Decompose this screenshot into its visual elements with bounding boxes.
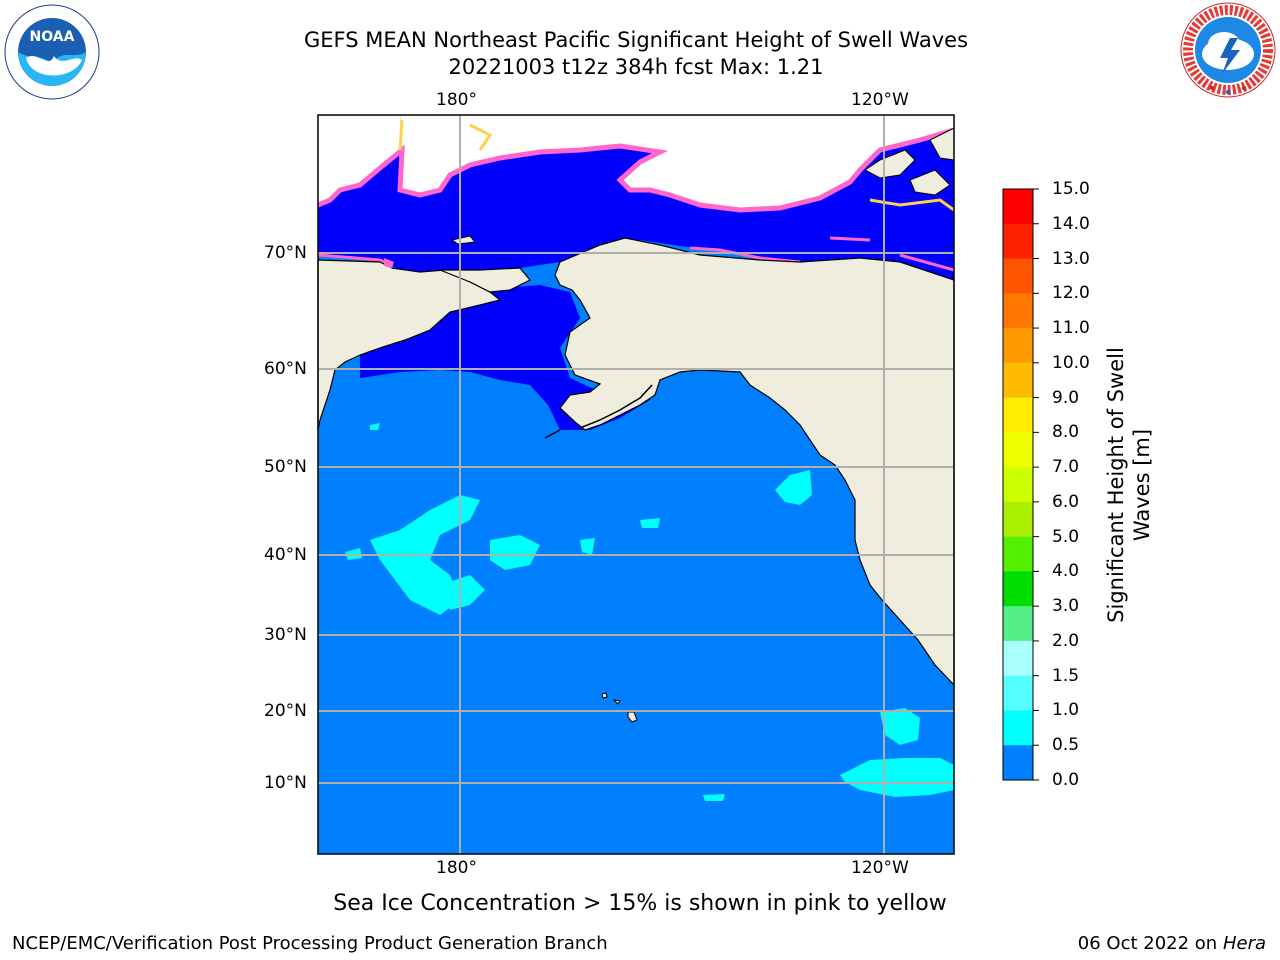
swell-patch-small-2 <box>580 538 595 555</box>
lat-label-70n: 70°N <box>264 243 307 263</box>
swell-patch-ne <box>775 470 812 505</box>
sea-ice-white-area <box>318 115 402 205</box>
colorbar-tick-label: 14.0 <box>1052 213 1090 234</box>
colorbar-segment <box>1003 397 1033 433</box>
swell-patch-gulf <box>370 423 380 430</box>
colorbar-tick-label: 1.0 <box>1052 700 1080 721</box>
colorbar-segment <box>1003 467 1033 503</box>
colorbar-tick-label: 9.0 <box>1052 387 1080 408</box>
swell-patch-se-1 <box>880 708 920 745</box>
map-gridlines <box>318 115 954 854</box>
colorbar-segment <box>1003 501 1033 538</box>
colorbar-segment <box>1003 223 1033 260</box>
map-frame <box>317 114 955 855</box>
colorbar-segment <box>1003 189 1033 225</box>
swell-patch-south <box>703 794 725 801</box>
colorbar-tick-label: 15.0 <box>1052 179 1090 199</box>
lat-label-50n: 50°N <box>264 457 307 477</box>
land-chukotka <box>439 267 531 293</box>
noaa-logo-text: NOAA <box>30 29 75 45</box>
lat-label-30n: 30°N <box>264 625 307 645</box>
colorbar-tick-label: 11.0 <box>1052 318 1090 339</box>
swell-patch-central <box>490 535 540 570</box>
colorbar-label: Significant Height of Swell Waves [m] <box>1103 285 1155 685</box>
colorbar-tick-label: 4.0 <box>1052 561 1080 582</box>
colorbar-tick-label: 12.0 <box>1052 283 1090 304</box>
colorbar-segment <box>1003 571 1033 607</box>
land-aleutians <box>544 384 653 439</box>
colorbar-segment <box>1003 675 1033 711</box>
colorbar-segment <box>1003 293 1033 329</box>
colorbar-tick-label: 2.0 <box>1052 630 1080 651</box>
colorbar-segment <box>1003 432 1033 468</box>
colorbar-tick-label: 8.0 <box>1052 422 1080 443</box>
colorbar-segment <box>1003 745 1033 781</box>
colorbar-tick-label: 6.0 <box>1052 491 1080 512</box>
swell-patch-small-3 <box>640 518 660 528</box>
colorbar <box>1003 188 1039 781</box>
footer-date-text: 06 Oct 2022 on <box>1077 933 1218 954</box>
national-weather-service-logo-icon <box>1180 2 1276 98</box>
footer-machine-name: Hera <box>1222 933 1266 954</box>
colorbar-segment <box>1003 606 1033 642</box>
colorbar-segment <box>1003 328 1033 364</box>
land-siberia <box>317 259 502 431</box>
colorbar-tick-label: 3.0 <box>1052 596 1080 617</box>
lon-label-top-180: 180° <box>436 90 477 110</box>
lat-label-10n: 10°N <box>264 773 307 793</box>
colorbar-tick-label: 5.0 <box>1052 526 1080 547</box>
colorbar-segment <box>1003 536 1033 572</box>
chart-subtitle: 20221003 t12z 384h fcst Max: 1.21 <box>448 55 824 79</box>
footer-date: 06 Oct 2022 on Hera <box>1078 933 1266 955</box>
land-arctic-islands <box>450 127 955 245</box>
sea-ice-edge-pink <box>317 127 955 213</box>
sea-ice-white-area-2 <box>400 115 954 210</box>
lon-label-top-120w: 120°W <box>851 90 909 110</box>
chart-title: GEFS MEAN Northeast Pacific Significant … <box>303 28 969 52</box>
ice-near-chukotka <box>384 258 394 268</box>
noaa-logo-icon: NOAA <box>4 4 100 100</box>
colorbar-tick-label: 7.0 <box>1052 457 1080 478</box>
colorbar-tick-label: 0.5 <box>1052 735 1080 756</box>
lat-label-20n: 20°N <box>264 701 307 721</box>
lon-label-bottom-120w: 120°W <box>851 858 909 878</box>
colorbar-segment <box>1003 710 1033 746</box>
swell-patch-mid <box>440 575 485 610</box>
colorbar-label-line2: Waves [m] <box>1130 428 1154 542</box>
footer-credit: NCEP/EMC/Verification Post Processing Pr… <box>12 933 608 954</box>
colorbar-segment <box>1003 362 1033 399</box>
colorbar-tick-label: 1.5 <box>1052 665 1080 686</box>
land-alaska-canada <box>554 237 955 687</box>
colorbar-tick-label: 0.0 <box>1052 770 1080 790</box>
swell-patch-se-2 <box>840 758 954 797</box>
colorbar-segment <box>1003 258 1033 294</box>
sea-ice-note: Sea Ice Concentration > 15% is shown in … <box>333 891 947 916</box>
colorbar-label-line1: Significant Height of Swell <box>1104 347 1128 623</box>
lat-label-40n: 40°N <box>264 545 307 565</box>
colorbar-tick-label: 10.0 <box>1052 352 1090 373</box>
colorbar-tick-label: 13.0 <box>1052 248 1090 269</box>
lat-label-60n: 60°N <box>264 359 307 379</box>
lon-label-bottom-180: 180° <box>436 858 477 878</box>
colorbar-frame <box>1002 188 1034 781</box>
colorbar-segment <box>1003 640 1033 677</box>
